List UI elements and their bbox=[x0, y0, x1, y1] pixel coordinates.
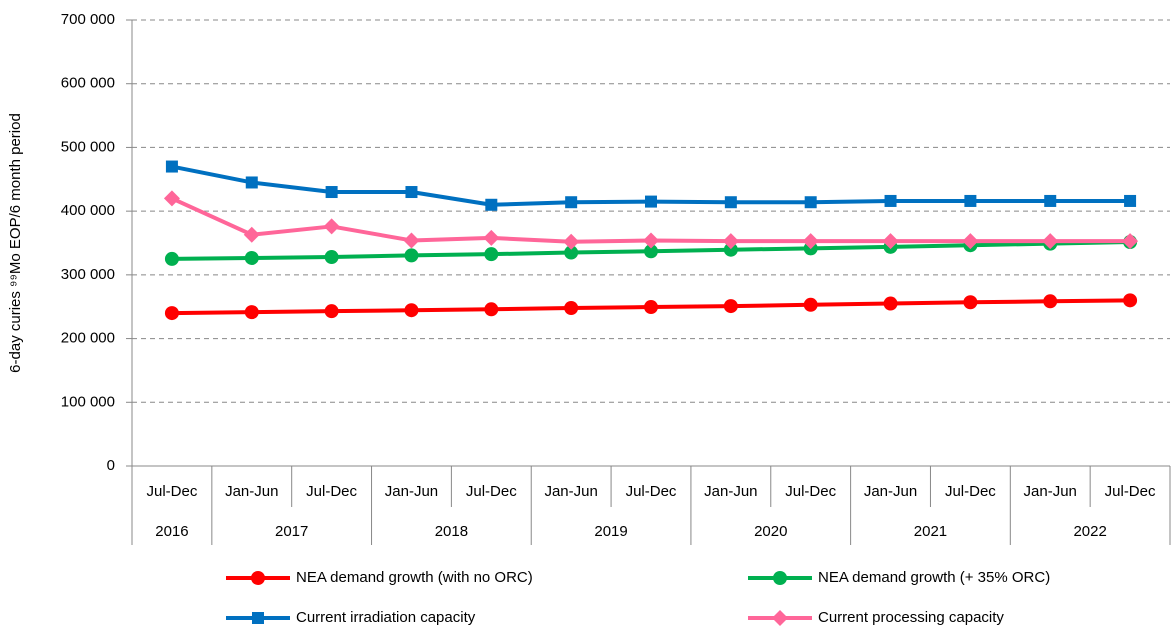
x-tick-label: Jan-Jun bbox=[1024, 483, 1077, 500]
y-axis-label: 6-day curies ⁹⁹Mo EOP/6 month period bbox=[7, 113, 24, 373]
marker bbox=[882, 233, 899, 250]
marker bbox=[324, 304, 339, 319]
marker bbox=[251, 571, 265, 585]
group-label: 2017 bbox=[275, 523, 308, 540]
x-tick-label: Jul-Dec bbox=[1105, 483, 1156, 500]
marker bbox=[963, 295, 978, 310]
y-tick-label: 700 000 bbox=[61, 11, 115, 28]
x-tick-label: Jul-Dec bbox=[945, 483, 996, 500]
marker bbox=[773, 571, 787, 585]
marker bbox=[483, 229, 500, 246]
legend-label: NEA demand growth (+ 35% ORC) bbox=[818, 569, 1050, 586]
x-tick-label: Jul-Dec bbox=[785, 483, 836, 500]
group-label: 2022 bbox=[1073, 523, 1106, 540]
x-tick-label: Jul-Dec bbox=[306, 483, 357, 500]
marker bbox=[723, 299, 738, 314]
x-tick-label: Jan-Jun bbox=[864, 483, 917, 500]
marker bbox=[644, 244, 658, 259]
marker bbox=[563, 233, 580, 250]
group-label: 2018 bbox=[435, 523, 468, 540]
marker bbox=[1042, 233, 1059, 250]
marker bbox=[405, 186, 418, 199]
marker bbox=[245, 176, 258, 189]
marker bbox=[244, 305, 259, 320]
y-tick-label: 600 000 bbox=[61, 75, 115, 92]
marker bbox=[643, 232, 659, 249]
group-label: 2019 bbox=[594, 523, 627, 540]
marker bbox=[883, 296, 898, 311]
y-tick-label: 0 bbox=[107, 457, 115, 474]
legend-label: NEA demand growth (with no ORC) bbox=[296, 569, 533, 586]
marker bbox=[644, 300, 658, 315]
y-tick-label: 500 000 bbox=[61, 138, 115, 155]
x-tick-label: Jul-Dec bbox=[626, 483, 677, 500]
marker bbox=[243, 226, 260, 243]
marker bbox=[164, 251, 179, 266]
marker bbox=[323, 218, 340, 235]
marker bbox=[1123, 293, 1138, 308]
marker bbox=[802, 233, 819, 250]
group-label: 2016 bbox=[155, 523, 188, 540]
x-tick-label: Jan-Jun bbox=[544, 483, 597, 500]
marker bbox=[803, 297, 818, 312]
legend-label: Current irradiation capacity bbox=[296, 609, 476, 626]
x-tick-label: Jan-Jun bbox=[225, 483, 278, 500]
marker bbox=[723, 242, 738, 257]
marker bbox=[163, 190, 180, 207]
y-tick-label: 100 000 bbox=[61, 393, 115, 410]
x-tick-label: Jul-Dec bbox=[146, 483, 197, 500]
marker bbox=[884, 194, 897, 207]
marker bbox=[1124, 194, 1137, 207]
marker bbox=[252, 612, 264, 624]
marker bbox=[1044, 194, 1057, 207]
marker bbox=[964, 194, 977, 207]
y-tick-label: 300 000 bbox=[61, 266, 115, 283]
marker bbox=[645, 195, 657, 208]
x-tick-label: Jul-Dec bbox=[466, 483, 517, 500]
marker bbox=[1122, 233, 1139, 250]
marker bbox=[403, 232, 420, 249]
marker bbox=[564, 245, 579, 260]
legend-label: Current processing capacity bbox=[818, 609, 1004, 626]
marker bbox=[324, 250, 339, 265]
marker bbox=[244, 250, 259, 265]
marker bbox=[485, 198, 498, 211]
x-tick-label: Jan-Jun bbox=[704, 483, 757, 500]
marker bbox=[724, 196, 737, 209]
marker bbox=[165, 160, 178, 173]
marker bbox=[565, 196, 578, 209]
group-label: 2021 bbox=[914, 523, 947, 540]
y-tick-label: 200 000 bbox=[61, 330, 115, 347]
marker bbox=[1043, 294, 1058, 309]
marker bbox=[404, 303, 419, 318]
marker bbox=[325, 186, 338, 199]
marker bbox=[404, 248, 419, 263]
group-label: 2020 bbox=[754, 523, 787, 540]
marker bbox=[722, 233, 739, 250]
marker bbox=[484, 302, 499, 317]
marker bbox=[962, 233, 979, 250]
x-tick-label: Jan-Jun bbox=[385, 483, 438, 500]
y-tick-label: 400 000 bbox=[61, 202, 115, 219]
marker bbox=[772, 610, 788, 626]
marker bbox=[804, 196, 817, 209]
marker bbox=[164, 306, 179, 321]
marker bbox=[484, 247, 499, 262]
marker bbox=[564, 300, 579, 315]
